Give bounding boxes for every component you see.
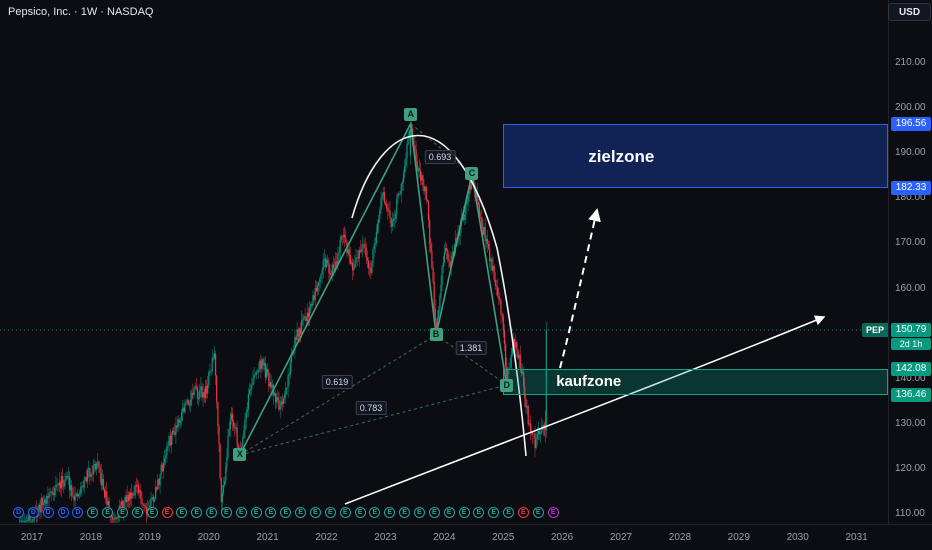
- year-tick-label: 2026: [550, 532, 574, 543]
- earnings-badge[interactable]: E: [146, 507, 158, 518]
- earnings-badge[interactable]: E: [458, 507, 470, 518]
- earnings-badge[interactable]: E: [384, 507, 396, 518]
- year-tick-label: 2027: [609, 532, 633, 543]
- year-tick-label: 2028: [668, 532, 692, 543]
- year-tick-label: 2018: [79, 532, 103, 543]
- earnings-badge[interactable]: E: [102, 507, 114, 518]
- earnings-badge[interactable]: E: [473, 507, 485, 518]
- earnings-badge[interactable]: E: [280, 507, 292, 518]
- zielzone-drawing[interactable]: zielzone: [503, 123, 888, 188]
- symbol-price-chip: PEP: [862, 323, 888, 338]
- year-tick-label: 2031: [845, 532, 868, 543]
- price-label-196.56: 196.56: [891, 116, 931, 131]
- pattern-point-C[interactable]: C: [465, 167, 479, 181]
- fib-ratio-label: 1.381: [455, 341, 487, 355]
- price-tick-label: 190.00: [895, 147, 926, 159]
- price-label-150.79: 150.79: [891, 323, 931, 338]
- price-label-142.08: 142.08: [891, 362, 931, 377]
- earnings-badge[interactable]: E: [295, 507, 307, 518]
- earnings-badge[interactable]: E: [517, 507, 529, 518]
- earnings-badge[interactable]: E: [399, 507, 411, 518]
- earnings-badge[interactable]: E: [265, 507, 277, 518]
- fib-ratio-label: 0.783: [355, 401, 387, 415]
- price-tick-label: 180.00: [895, 192, 926, 204]
- year-tick-label: 2023: [374, 532, 397, 543]
- earnings-badge[interactable]: E: [161, 507, 173, 518]
- dividend-badge[interactable]: D: [42, 507, 54, 518]
- earnings-badge[interactable]: E: [206, 507, 218, 518]
- earnings-badge[interactable]: E: [324, 507, 336, 518]
- year-tick-label: 2029: [727, 532, 750, 543]
- price-tick-label: 210.00: [895, 57, 926, 68]
- price-tick-label: 120.00: [895, 462, 926, 474]
- pattern-point-B[interactable]: B: [429, 328, 443, 342]
- earnings-badge[interactable]: E: [235, 507, 247, 518]
- earnings-badge[interactable]: E: [547, 507, 559, 518]
- earnings-badge[interactable]: E: [413, 507, 425, 518]
- pattern-point-D[interactable]: D: [500, 378, 514, 392]
- earnings-badge[interactable]: E: [131, 507, 143, 518]
- price-tick-label: 200.00: [895, 102, 926, 114]
- dividend-badge[interactable]: D: [57, 507, 69, 518]
- earnings-badge[interactable]: E: [369, 507, 381, 518]
- dividend-badge[interactable]: D: [72, 507, 84, 518]
- year-tick-label: 2019: [138, 532, 161, 543]
- fib-ratio-label: 0.619: [321, 375, 353, 389]
- year-tick-label: 2020: [197, 532, 220, 543]
- earnings-badge[interactable]: E: [116, 507, 128, 518]
- zielzone-label: zielzone: [588, 146, 655, 166]
- earnings-badge[interactable]: E: [250, 507, 262, 518]
- price-tick-label: 160.00: [895, 282, 926, 294]
- earnings-badge[interactable]: E: [176, 507, 188, 518]
- price-tick-label: 170.00: [895, 237, 926, 249]
- price-axis[interactable]: 210.00 200.00 190.00 180.00 170.00 160.00 140.…: [888, 0, 932, 524]
- earnings-badge[interactable]: E: [87, 507, 99, 518]
- price-label-182.33: 182.33: [891, 180, 931, 195]
- price-chart-canvas[interactable]: [0, 0, 888, 524]
- earnings-badge[interactable]: E: [339, 507, 351, 518]
- earnings-badge[interactable]: E: [428, 507, 440, 518]
- earnings-badge[interactable]: E: [532, 507, 544, 518]
- year-tick-label: 2017: [20, 532, 44, 543]
- kaufzone-drawing[interactable]: kaufzone: [503, 369, 888, 395]
- price-tick-label: 110.00: [895, 508, 925, 519]
- year-tick-label: 2022: [315, 532, 338, 543]
- earnings-badge[interactable]: E: [488, 507, 500, 518]
- fib-ratio-label: 0.693: [424, 150, 456, 164]
- year-tick-label: 2024: [433, 532, 456, 543]
- price-tick-label: 140.00: [895, 372, 926, 384]
- pattern-point-A[interactable]: A: [404, 108, 418, 122]
- price-label-136.46: 136.46: [891, 387, 931, 402]
- pattern-point-X[interactable]: X: [233, 448, 247, 462]
- dividend-badge[interactable]: D: [27, 507, 39, 518]
- bar-countdown-label: 2d 1h: [891, 337, 931, 350]
- earnings-badge[interactable]: E: [503, 507, 515, 518]
- year-tick-label: 2025: [492, 532, 515, 543]
- kaufzone-label: kaufzone: [556, 373, 622, 391]
- earnings-badge[interactable]: E: [310, 507, 321, 518]
- earnings-badge[interactable]: E: [354, 507, 366, 518]
- symbol-title[interactable]: Pepsico, Inc. · 1W · NASDAQ: [8, 6, 154, 18]
- earnings-badge[interactable]: E: [443, 507, 455, 518]
- currency-button[interactable]: USD: [888, 3, 931, 21]
- earnings-badge[interactable]: E: [191, 507, 203, 518]
- earnings-badge[interactable]: E: [220, 507, 232, 518]
- year-tick-label: 2030: [786, 532, 809, 543]
- time-axis[interactable]: 2017 2018 2019 2020 2021 2022 2023 2024 2025 2026…: [0, 524, 932, 550]
- dividend-badge[interactable]: D: [13, 507, 24, 518]
- year-tick-label: 2021: [256, 532, 279, 543]
- price-tick-label: 130.00: [895, 417, 926, 429]
